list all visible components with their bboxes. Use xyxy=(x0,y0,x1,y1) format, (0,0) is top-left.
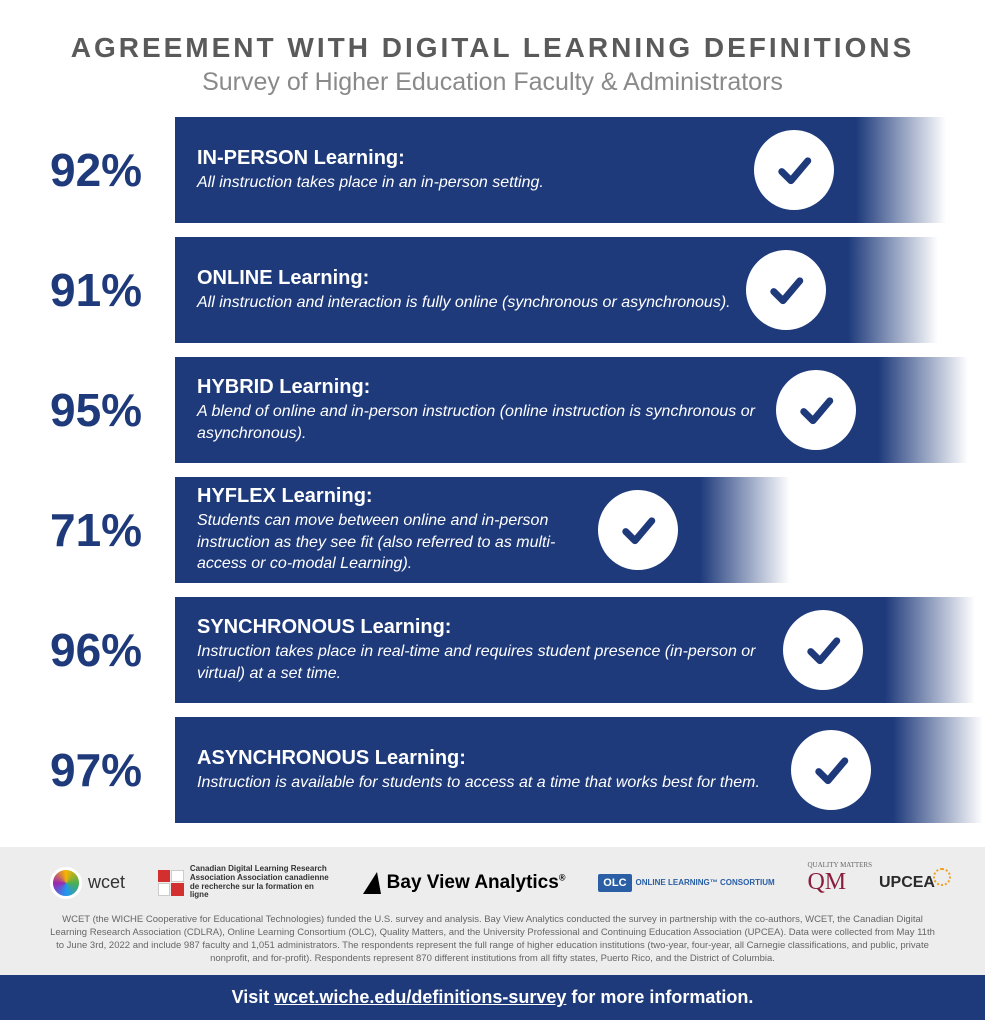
cta-prefix: Visit xyxy=(232,987,275,1007)
percent-value: 95% xyxy=(45,383,175,437)
title: AGREEMENT WITH DIGITAL LEARNING DEFINITI… xyxy=(40,32,945,64)
bar-row: 95% HYBRID Learning:A blend of online and… xyxy=(45,357,915,463)
bar-wrap: HYFLEX Learning:Students can move betwee… xyxy=(175,477,915,583)
bar: SYNCHRONOUS Learning:Instruction takes p… xyxy=(175,597,885,703)
footer: wcet Canadian Digital Learning Research … xyxy=(0,847,985,975)
bar-text: HYFLEX Learning:Students can move betwee… xyxy=(197,485,598,575)
bar-wrap: HYBRID Learning:A blend of online and in… xyxy=(175,357,915,463)
bar-row: 91% ONLINE Learning:All instruction and i… xyxy=(45,237,915,343)
swirl-icon xyxy=(50,867,82,899)
checkmark-icon xyxy=(746,250,826,330)
term-label: SYNCHRONOUS Learning: xyxy=(197,616,768,639)
olc-text: ONLINE LEARNING™ CONSORTIUM xyxy=(636,879,775,887)
qm-small: QUALITY MATTERS xyxy=(807,861,872,869)
bar-text: ONLINE Learning:All instruction and inte… xyxy=(197,267,746,314)
bayview-logo: Bay View Analytics® xyxy=(363,872,566,894)
checkmark-icon xyxy=(791,730,871,810)
qm-logo: QUALITY MATTERS QM xyxy=(807,869,846,896)
bar-row: 92% IN-PERSON Learning:All instruction ta… xyxy=(45,117,915,223)
term-label: HYFLEX Learning: xyxy=(197,485,583,508)
bar-wrap: SYNCHRONOUS Learning:Instruction takes p… xyxy=(175,597,915,703)
term-desc: Instruction is available for students to… xyxy=(197,772,776,794)
bayview-text: Bay View Analytics® xyxy=(387,872,566,894)
bar: ONLINE Learning:All instruction and inte… xyxy=(175,237,848,343)
percent-value: 97% xyxy=(45,743,175,797)
checkmark-icon xyxy=(754,130,834,210)
wcet-text: wcet xyxy=(88,872,125,893)
term-desc: A blend of online and in-person instruct… xyxy=(197,401,761,444)
term-label: IN-PERSON Learning: xyxy=(197,147,739,170)
checkmark-icon xyxy=(776,370,856,450)
subtitle: Survey of Higher Education Faculty & Adm… xyxy=(40,68,945,97)
cdlra-text: Canadian Digital Learning Research Assoc… xyxy=(190,865,330,900)
olc-logo: OLC ONLINE LEARNING™ CONSORTIUM xyxy=(598,874,774,892)
bar-row: 71% HYFLEX Learning:Students can move bet… xyxy=(45,477,915,583)
bar-wrap: IN-PERSON Learning:All instruction takes… xyxy=(175,117,915,223)
cta-suffix: for more information. xyxy=(566,987,753,1007)
fine-print: WCET (the WICHE Cooperative for Educatio… xyxy=(40,914,945,965)
upcea-logo: UPCEA xyxy=(879,874,935,892)
term-desc: Instruction takes place in real-time and… xyxy=(197,641,768,684)
percent-value: 92% xyxy=(45,143,175,197)
bar-row: 97% ASYNCHRONOUS Learning:Instruction is … xyxy=(45,717,915,823)
term-label: ASYNCHRONOUS Learning: xyxy=(197,747,776,770)
sail-icon xyxy=(363,872,381,894)
bar: HYBRID Learning:A blend of online and in… xyxy=(175,357,878,463)
olc-badge: OLC xyxy=(598,874,631,892)
checkmark-icon xyxy=(598,490,678,570)
bar-text: ASYNCHRONOUS Learning:Instruction is ava… xyxy=(197,747,791,794)
cdlra-logo: Canadian Digital Learning Research Assoc… xyxy=(158,865,330,900)
term-label: HYBRID Learning: xyxy=(197,376,761,399)
term-desc: Students can move between online and in-… xyxy=(197,510,583,575)
percent-value: 91% xyxy=(45,263,175,317)
logo-row: wcet Canadian Digital Learning Research … xyxy=(40,865,945,900)
bar: IN-PERSON Learning:All instruction takes… xyxy=(175,117,856,223)
cta-link[interactable]: wcet.wiche.edu/definitions-survey xyxy=(274,987,566,1007)
cta-bar: Visit wcet.wiche.edu/definitions-survey … xyxy=(0,975,985,1020)
term-desc: All instruction takes place in an in-per… xyxy=(197,172,739,194)
bar: HYFLEX Learning:Students can move betwee… xyxy=(175,477,700,583)
percent-value: 96% xyxy=(45,623,175,677)
bar: ASYNCHRONOUS Learning:Instruction is ava… xyxy=(175,717,893,823)
term-label: ONLINE Learning: xyxy=(197,267,731,290)
flag-icon xyxy=(158,870,184,896)
qm-text: QM xyxy=(807,869,846,895)
bar-wrap: ASYNCHRONOUS Learning:Instruction is ava… xyxy=(175,717,915,823)
infographic: AGREEMENT WITH DIGITAL LEARNING DEFINITI… xyxy=(0,0,985,1020)
bar-wrap: ONLINE Learning:All instruction and inte… xyxy=(175,237,915,343)
bar-rows: 92% IN-PERSON Learning:All instruction ta… xyxy=(0,117,985,823)
checkmark-icon xyxy=(783,610,863,690)
bar-row: 96% SYNCHRONOUS Learning:Instruction take… xyxy=(45,597,915,703)
wcet-logo: wcet xyxy=(50,867,125,899)
bar-text: SYNCHRONOUS Learning:Instruction takes p… xyxy=(197,616,783,684)
header: AGREEMENT WITH DIGITAL LEARNING DEFINITI… xyxy=(0,0,985,117)
bar-text: HYBRID Learning:A blend of online and in… xyxy=(197,376,776,444)
bar-text: IN-PERSON Learning:All instruction takes… xyxy=(197,147,754,194)
percent-value: 71% xyxy=(45,503,175,557)
term-desc: All instruction and interaction is fully… xyxy=(197,292,731,314)
